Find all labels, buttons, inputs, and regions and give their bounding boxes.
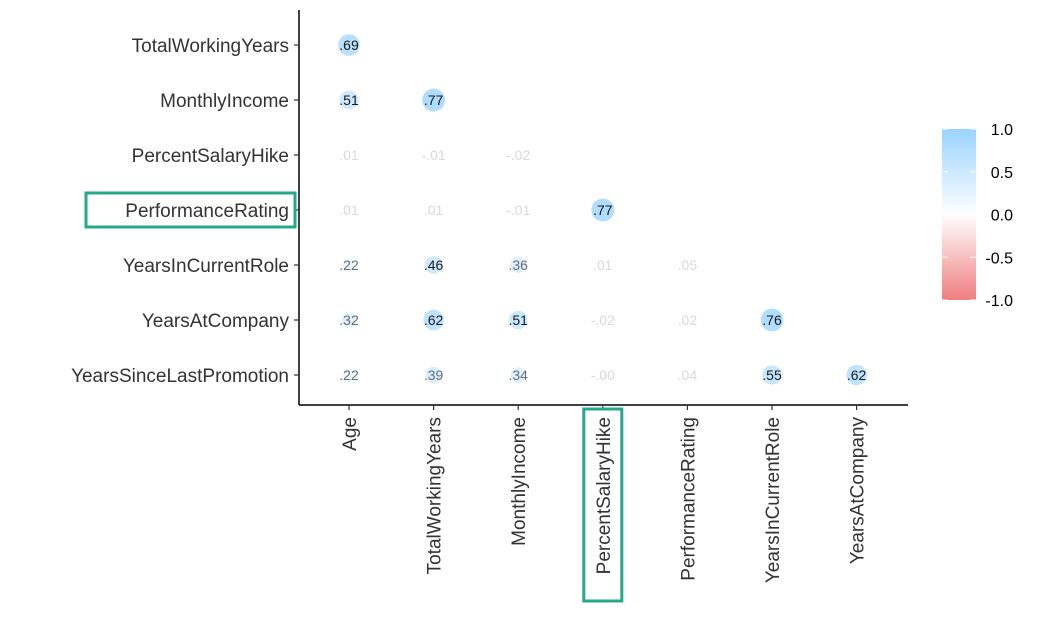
corr-circle-YearsSinceLastPromotion-TotalWorkingYears [425,366,442,384]
legend-tick-label: 1.0 [991,122,1013,139]
column-label-PerformanceRating: PerformanceRating [678,417,699,581]
corr-circle-YearsSinceLastPromotion-MonthlyIncome [510,367,526,383]
corr-circle-TotalWorkingYears-Age [338,34,360,56]
corr-value-YearsAtCompany-PercentSalaryHike: -.02 [591,312,615,328]
column-highlight-box [582,407,624,603]
corr-circle-PercentSalaryHike-Age [347,153,351,157]
row-label-YearsSinceLastPromotion: YearsSinceLastPromotion [71,366,289,387]
corr-circle-YearsSinceLastPromotion-PerformanceRating [684,372,691,378]
column-label-Age: Age [340,417,361,451]
corr-circle-YearsInCurrentRole-PerformanceRating [684,262,691,268]
corr-value-YearsSinceLastPromotion-MonthlyIncome: .34 [508,367,528,383]
corr-circle-YearsInCurrentRole-MonthlyIncome [510,257,526,273]
corr-value-PercentSalaryHike-MonthlyIncome: -.02 [506,147,530,163]
column-label-MonthlyIncome: MonthlyIncome [509,417,530,546]
column-label-TotalWorkingYears: TotalWorkingYears [425,417,446,574]
row-label-PerformanceRating: PerformanceRating [125,201,289,222]
row-highlight-box [84,191,297,229]
corr-circle-YearsAtCompany-TotalWorkingYears [423,309,444,331]
corr-circle-PerformanceRating-MonthlyIncome [516,208,520,212]
corr-value-YearsInCurrentRole-Age: .22 [339,257,359,273]
corr-value-YearsAtCompany-YearsInCurrentRole: .76 [762,312,782,328]
legend-tick-label: 0.0 [991,208,1013,225]
column-label-YearsInCurrentRole: YearsInCurrentRole [763,417,784,583]
corr-circle-YearsInCurrentRole-PercentSalaryHike [601,263,605,267]
corr-circle-MonthlyIncome-Age [339,90,359,110]
corr-value-PerformanceRating-MonthlyIncome: -.01 [506,202,530,218]
corr-circle-PerformanceRating-Age [347,208,351,212]
corr-value-YearsAtCompany-TotalWorkingYears: .62 [424,312,444,328]
corr-value-YearsSinceLastPromotion-YearsAtCompany: .62 [847,367,867,383]
corr-value-PercentSalaryHike-TotalWorkingYears: -.01 [422,147,446,163]
corr-value-YearsInCurrentRole-TotalWorkingYears: .46 [424,257,444,273]
corr-circle-YearsAtCompany-PerformanceRating [685,318,690,322]
corr-circle-PercentSalaryHike-MonthlyIncome [516,153,521,157]
plot-area: .69 .51 .77 .01 -.01 -.02 .01 .01 -.01 .77 .22 .46.… [298,10,908,406]
corr-value-YearsAtCompany-MonthlyIncome: .51 [508,312,528,328]
corr-value-YearsSinceLastPromotion-PercentSalaryHike: -.00 [591,367,615,383]
corr-circle-YearsSinceLastPromotion-YearsAtCompany [846,364,867,386]
corr-circle-YearsAtCompany-MonthlyIncome [508,310,528,330]
corr-circle-PerformanceRating-PercentSalaryHike [591,198,615,222]
corr-value-PercentSalaryHike-Age: .01 [339,147,359,163]
row-label-TotalWorkingYears: TotalWorkingYears [132,36,289,57]
corr-circle-YearsSinceLastPromotion-Age [342,368,356,382]
corr-value-YearsSinceLastPromotion-PerformanceRating: .04 [678,367,698,383]
corr-value-PerformanceRating-TotalWorkingYears: .01 [424,202,444,218]
corr-value-YearsAtCompany-PerformanceRating: .02 [678,312,698,328]
row-label-YearsAtCompany: YearsAtCompany [142,311,290,332]
corr-value-MonthlyIncome-Age: .51 [339,92,359,108]
legend-tick-label: 0.5 [991,165,1013,182]
corr-value-TotalWorkingYears-Age: .69 [339,37,359,53]
color-legend: 1.0 0.5 0.0 -0.5 -1.0 [942,122,1013,310]
corr-circle-YearsAtCompany-PercentSalaryHike [600,318,605,322]
corr-circle-PercentSalaryHike-TotalWorkingYears [432,153,435,157]
corr-circle-YearsInCurrentRole-TotalWorkingYears [424,256,443,274]
corr-circle-YearsSinceLastPromotion-YearsInCurrentRole [762,365,782,385]
row-label-PercentSalaryHike: PercentSalaryHike [132,146,289,167]
corr-value-YearsInCurrentRole-PercentSalaryHike: .01 [593,257,613,273]
legend-tick-label: -0.5 [985,250,1013,267]
corr-value-YearsSinceLastPromotion-TotalWorkingYears: .39 [424,367,444,383]
corr-circle-YearsInCurrentRole-Age [342,258,356,272]
corr-value-YearsSinceLastPromotion-Age: .22 [339,367,359,383]
column-label-YearsAtCompany: YearsAtCompany [848,417,869,565]
corr-value-MonthlyIncome-TotalWorkingYears: .77 [424,92,444,108]
axis-labels: TotalWorkingYears MonthlyIncome PercentSal… [71,36,869,603]
corr-value-YearsInCurrentRole-MonthlyIncome: .36 [508,257,528,273]
corr-value-PerformanceRating-PercentSalaryHike: .77 [593,202,613,218]
corr-circle-MonthlyIncome-TotalWorkingYears [422,88,446,112]
corr-value-YearsSinceLastPromotion-YearsInCurrentRole: .55 [762,367,782,383]
corr-value-YearsAtCompany-Age: .32 [339,312,359,328]
corr-circle-YearsAtCompany-YearsInCurrentRole [760,308,784,332]
corr-circle-PerformanceRating-TotalWorkingYears [432,208,435,212]
corr-circle-YearsAtCompany-Age [341,312,357,328]
corr-value-PerformanceRating-Age: .01 [339,202,359,218]
row-label-MonthlyIncome: MonthlyIncome [160,91,289,112]
corr-value-YearsInCurrentRole-PerformanceRating: .05 [678,257,698,273]
column-label-PercentSalaryHike: PercentSalaryHike [594,417,615,574]
legend-tick-label: -1.0 [985,293,1013,310]
row-label-YearsInCurrentRole: YearsInCurrentRole [123,256,289,277]
